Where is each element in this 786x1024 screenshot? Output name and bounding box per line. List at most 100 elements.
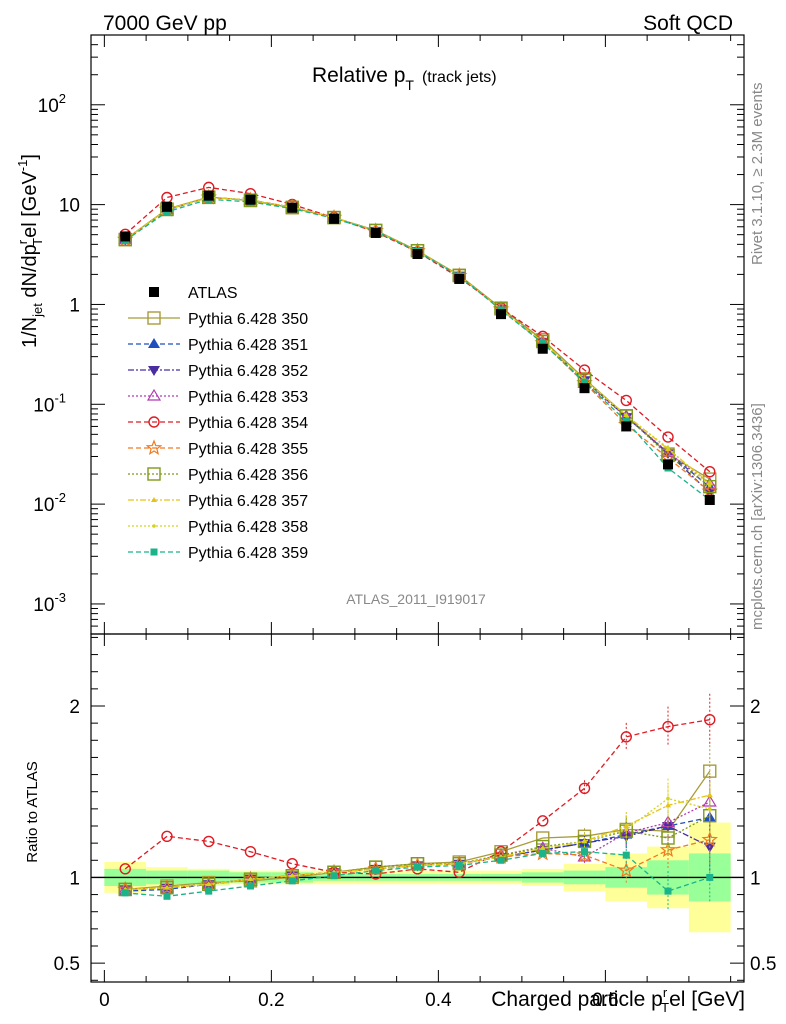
legend-label: Pythia 6.428 353	[188, 389, 308, 406]
marker	[701, 831, 719, 847]
marker	[663, 459, 674, 470]
y-axis-label: 1/Njet dN/dprTel [GeV-1]	[15, 154, 45, 348]
chart-title-main: Relative p	[312, 64, 405, 87]
marker	[245, 194, 256, 205]
marker	[121, 889, 129, 897]
legend-label: Pythia 6.428 357	[188, 493, 308, 510]
marker	[704, 465, 716, 478]
marker	[537, 815, 549, 827]
y-tick-label: 10-3	[33, 590, 66, 616]
marker	[119, 863, 131, 875]
x-tick-label: 0.4	[425, 990, 452, 1011]
rivet-label: Rivet 3.1.10, ≥ 2.3M events	[749, 83, 766, 266]
marker	[243, 193, 258, 207]
ratio-y-tick-label: 2	[750, 697, 761, 718]
marker	[147, 467, 161, 481]
marker	[706, 792, 713, 798]
marker	[623, 823, 630, 828]
marker	[620, 394, 632, 407]
chart-title-sub: T	[405, 77, 414, 93]
series-line	[124, 186, 711, 473]
marker	[579, 383, 590, 394]
marker	[147, 311, 161, 325]
y-tick-label: 10	[59, 196, 80, 217]
marker	[412, 249, 423, 260]
marker	[704, 494, 715, 505]
ratio-series-line	[125, 851, 711, 897]
marker	[455, 861, 463, 869]
marker	[622, 851, 630, 859]
legend-label: Pythia 6.428 352	[188, 363, 308, 380]
legend-label: Pythia 6.428 358	[188, 519, 308, 536]
marker	[582, 839, 587, 844]
marker	[205, 887, 213, 895]
legend-label: Pythia 6.428 350	[188, 311, 308, 328]
main-series-group	[116, 181, 718, 505]
marker	[203, 835, 215, 848]
marker	[496, 309, 507, 320]
x-axis-label: Charged particle pr Tel [GeV]	[491, 985, 745, 1015]
marker	[661, 831, 675, 845]
marker	[148, 416, 160, 428]
marker	[540, 846, 545, 851]
marker	[287, 202, 298, 213]
marker	[665, 802, 672, 808]
marker	[152, 524, 156, 528]
marker	[246, 882, 254, 890]
marker	[581, 848, 589, 856]
category-label: Soft QCD	[643, 12, 733, 35]
marker	[624, 413, 629, 418]
ratio-y-axis-label: Ratio to ATLAS	[24, 761, 41, 862]
series-line	[124, 198, 711, 501]
ratio-y-tick-label: 0.5	[750, 954, 776, 975]
marker	[372, 867, 380, 875]
marker	[330, 872, 338, 880]
marker	[620, 731, 632, 743]
legend-label: ATLAS	[188, 285, 238, 302]
marker	[148, 338, 160, 348]
legend-label: Pythia 6.428 351	[188, 337, 308, 354]
marker	[576, 846, 593, 863]
marker	[288, 877, 296, 885]
marker	[539, 339, 547, 347]
legend-label: Pythia 6.428 356	[188, 467, 308, 484]
marker	[624, 827, 629, 832]
marker	[581, 378, 589, 386]
ratio-series-group	[117, 693, 719, 912]
marker	[621, 421, 632, 432]
marker	[146, 388, 162, 401]
y-tick-label: 102	[38, 91, 66, 117]
marker	[200, 875, 218, 892]
marker	[244, 846, 257, 858]
marker	[414, 863, 421, 871]
marker	[664, 887, 672, 895]
marker	[539, 849, 547, 857]
marker	[203, 190, 214, 201]
marker	[165, 885, 169, 890]
marker	[704, 714, 716, 726]
ratio-y-tick-label: 1	[69, 868, 80, 889]
marker	[120, 231, 131, 242]
marker	[161, 830, 173, 842]
x-tick-label: 0	[99, 990, 110, 1011]
chart-title-note: (track jets)	[422, 69, 497, 86]
collision-label: 7000 GeV pp	[103, 12, 227, 35]
marker	[163, 892, 171, 900]
marker	[151, 497, 157, 502]
marker	[659, 841, 677, 858]
marker	[161, 201, 172, 212]
marker	[618, 861, 635, 878]
y-tick-label: 10-1	[33, 390, 66, 416]
mcplots-label: mcplots.cern.ch [arXiv:1306.3436]	[749, 403, 766, 630]
y-tick-label: 1	[69, 295, 80, 316]
ratio-y-tick-label: 2	[69, 697, 80, 718]
ratio-y-tick-label: 1	[750, 868, 761, 889]
legend-label: Pythia 6.428 355	[188, 441, 308, 458]
marker	[163, 208, 171, 216]
marker	[662, 720, 674, 733]
marker	[370, 227, 381, 238]
marker	[145, 439, 163, 456]
chart-title: Relative pT (track jets)	[312, 64, 497, 93]
marker	[158, 879, 176, 895]
